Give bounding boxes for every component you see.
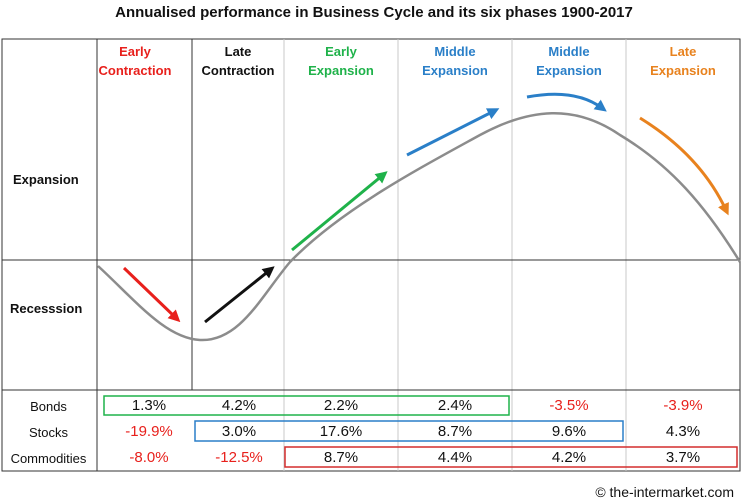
row-label-recession: Recesssion [10,301,83,316]
value-stocks-middle-expansion-1: 8.7% [437,423,473,440]
phase-line1: Early [119,44,151,59]
phase-line2: Contraction [98,63,172,78]
value-commodities-early-contraction: -8.0% [129,449,169,466]
value-commodities-middle-expansion-2: 4.2% [551,449,587,466]
value-bonds-late-expansion: -3.9% [663,397,703,414]
phase-header-late-expansion: Late Expansion [626,42,740,80]
value-stocks-late-contraction: 3.0% [221,423,257,440]
phase-header-late-contraction: Late Contraction [181,42,295,80]
value-bonds-middle-expansion-1: 2.4% [437,397,473,414]
red-arrow-icon [122,266,181,323]
value-commodities-early-expansion: 8.7% [323,449,359,466]
value-bonds-early-expansion: 2.2% [323,397,359,414]
phase-line1: Middle [434,44,476,59]
value-stocks-early-contraction: -19.9% [125,423,173,440]
row-label-expansion: Expansion [13,172,79,187]
value-stocks-early-expansion: 17.6% [319,423,363,440]
value-stocks-late-expansion: 4.3% [665,423,701,440]
green-arrow-icon [291,171,388,252]
value-commodities-middle-expansion-1: 4.4% [437,449,473,466]
value-stocks-middle-expansion-2: 9.6% [551,423,587,440]
diagram-frame [1,38,741,472]
phase-header-middle-expansion-2: Middle Expansion [512,42,626,80]
phase-line2: Expansion [536,63,602,78]
stocks-box [194,420,624,442]
bonds-box [103,395,510,416]
asset-label-commodities: Commodities [10,451,87,466]
black-arrow-icon [204,266,275,324]
phase-header-middle-expansion-1: Middle Expansion [398,42,512,80]
value-commodities-late-contraction: -12.5% [215,449,263,466]
phase-line1: Early [325,44,357,59]
value-bonds-late-contraction: 4.2% [221,397,257,414]
phase-line2: Contraction [201,63,275,78]
asset-label-bonds: Bonds [30,399,67,414]
chart-title: Annualised performance in Business Cycle… [115,4,633,21]
asset-label-stocks: Stocks [28,425,68,440]
value-commodities-late-expansion: 3.7% [665,449,701,466]
phase-line2: Expansion [308,63,374,78]
orange-curved-arrow-icon [639,116,729,216]
phase-line1: Middle [548,44,590,59]
phase-header-early-expansion: Early Expansion [284,42,398,80]
value-bonds-early-contraction: 1.3% [131,397,167,414]
phase-line1: Late [669,44,697,59]
phase-line1: Late [224,44,252,59]
value-bonds-middle-expansion-2: -3.5% [549,397,589,414]
business-cycle-curve [97,112,742,342]
phase-header-early-contraction: Early Contraction [78,42,192,80]
commodities-box [284,446,738,468]
phase-line2: Expansion [422,63,488,78]
blue-arrow-icon [406,108,500,157]
copyright-notice: © the-intermarket.com [595,484,734,500]
phase-line2: Expansion [650,63,716,78]
blue-curved-arrow-icon [526,92,607,112]
